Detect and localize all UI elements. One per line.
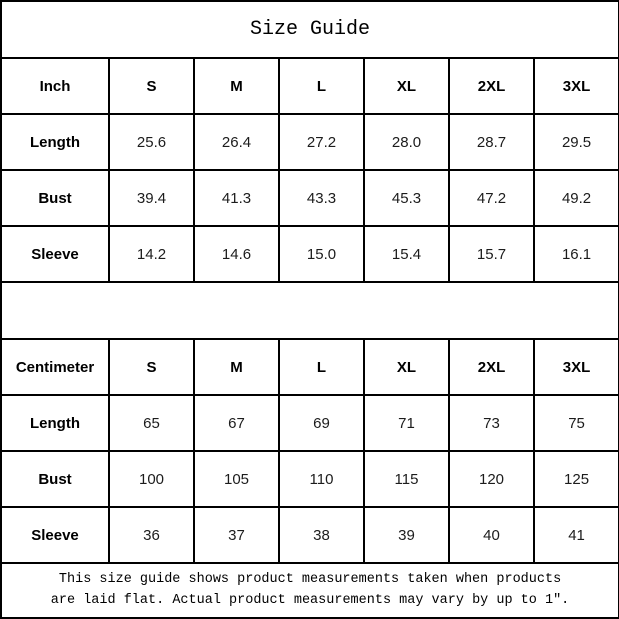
measurement-value: 43.3 — [278, 169, 365, 227]
measurement-value: 125 — [532, 450, 619, 508]
table-row: Length 65 67 69 71 73 75 — [0, 394, 619, 452]
table-row: Sleeve 36 37 38 39 40 41 — [0, 506, 619, 564]
size-header-2xl: 2XL — [448, 57, 535, 115]
measurement-value: 75 — [532, 394, 619, 452]
measurement-value: 15.0 — [278, 225, 365, 283]
measurement-value: 73 — [448, 394, 535, 452]
measurement-value: 100 — [108, 450, 195, 508]
measurement-label: Bust — [0, 169, 110, 227]
page-title: Size Guide — [0, 0, 619, 59]
size-header-s: S — [108, 338, 195, 396]
measurement-value: 40 — [448, 506, 535, 564]
measurement-value: 37 — [193, 506, 280, 564]
measurement-value: 105 — [193, 450, 280, 508]
measurement-value: 29.5 — [532, 113, 619, 171]
size-header-2xl: 2XL — [448, 338, 535, 396]
table-row: Sleeve 14.2 14.6 15.0 15.4 15.7 16.1 — [0, 225, 619, 283]
measurement-value: 120 — [448, 450, 535, 508]
measurement-value: 38 — [278, 506, 365, 564]
measurement-value: 27.2 — [278, 113, 365, 171]
measurement-value: 15.4 — [363, 225, 450, 283]
size-header-3xl: 3XL — [532, 338, 619, 396]
measurement-value: 110 — [278, 450, 365, 508]
footer-note-line2: are laid flat. Actual product measuremen… — [50, 592, 570, 608]
unit-header-inch: Inch — [0, 57, 110, 115]
measurement-label: Sleeve — [0, 506, 110, 564]
measurement-value: 26.4 — [193, 113, 280, 171]
footer-note: This size guide shows product measuremen… — [0, 562, 619, 619]
size-header-m: M — [193, 338, 280, 396]
table-row: Length 25.6 26.4 27.2 28.0 28.7 29.5 — [0, 113, 619, 171]
measurement-value: 15.7 — [448, 225, 535, 283]
measurement-value: 28.7 — [448, 113, 535, 171]
size-header-m: M — [193, 57, 280, 115]
size-header-s: S — [108, 57, 195, 115]
measurement-value: 45.3 — [363, 169, 450, 227]
measurement-value: 41.3 — [193, 169, 280, 227]
table-row: Bust 100 105 110 115 120 125 — [0, 450, 619, 508]
measurement-value: 47.2 — [448, 169, 535, 227]
size-header-l: L — [278, 57, 365, 115]
measurement-value: 67 — [193, 394, 280, 452]
measurement-label: Length — [0, 394, 110, 452]
measurement-value: 49.2 — [532, 169, 619, 227]
measurement-value: 25.6 — [108, 113, 195, 171]
measurement-value: 69 — [278, 394, 365, 452]
measurement-value: 71 — [363, 394, 450, 452]
measurement-label: Sleeve — [0, 225, 110, 283]
measurement-value: 28.0 — [363, 113, 450, 171]
measurement-value: 115 — [363, 450, 450, 508]
spacer-row — [0, 281, 619, 340]
measurement-value: 41 — [532, 506, 619, 564]
measurement-value: 14.6 — [193, 225, 280, 283]
size-header-xl: XL — [363, 338, 450, 396]
measurement-value: 39 — [363, 506, 450, 564]
measurement-label: Length — [0, 113, 110, 171]
size-header-3xl: 3XL — [532, 57, 619, 115]
measurement-label: Bust — [0, 450, 110, 508]
footer-note-line1: This size guide shows product measuremen… — [58, 571, 562, 587]
size-header-l: L — [278, 338, 365, 396]
measurement-value: 14.2 — [108, 225, 195, 283]
measurement-value: 36 — [108, 506, 195, 564]
measurement-value: 65 — [108, 394, 195, 452]
measurement-value: 39.4 — [108, 169, 195, 227]
size-header-xl: XL — [363, 57, 450, 115]
unit-header-centimeter: Centimeter — [0, 338, 110, 396]
measurement-value: 16.1 — [532, 225, 619, 283]
table-row: Bust 39.4 41.3 43.3 45.3 47.2 49.2 — [0, 169, 619, 227]
